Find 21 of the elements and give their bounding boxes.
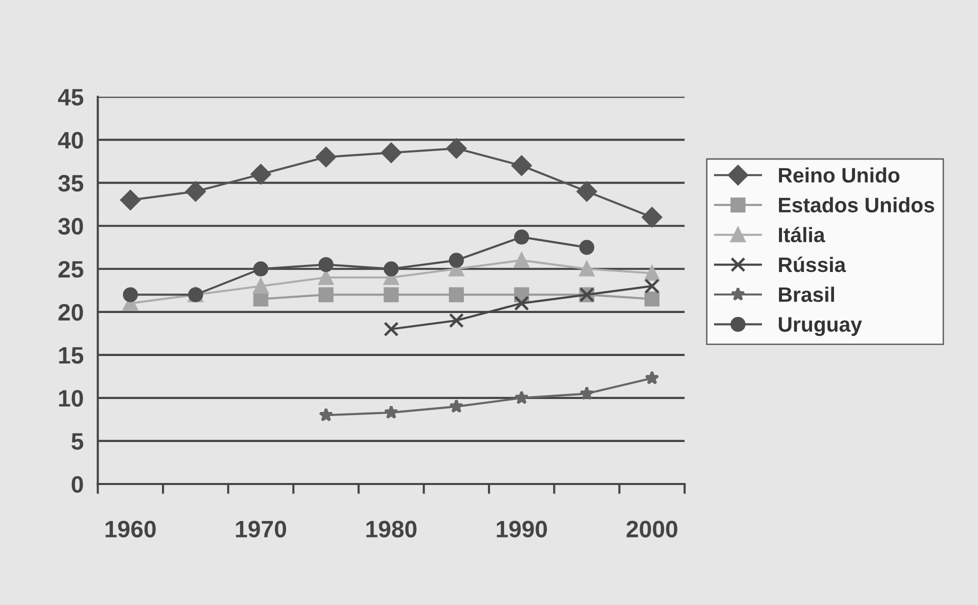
legend-label: Rússia [778, 256, 846, 272]
y-tick-label: 25 [58, 260, 84, 278]
y-tick-label: 30 [58, 218, 83, 235]
y-tick-label: 0 [72, 476, 83, 493]
x-tick-label: 1980 [366, 520, 416, 538]
legend-label: Estados Unidos [778, 197, 934, 212]
x-tick-label: 1960 [106, 520, 156, 538]
x-tick-label: 1990 [496, 520, 547, 538]
y-tick-label: 40 [58, 132, 83, 149]
y-tick-label: 15 [59, 347, 84, 364]
y-tick-label: 20 [58, 304, 83, 321]
y-tick-label: 35 [58, 174, 84, 192]
y-tick-label: 45 [58, 89, 84, 106]
legend-label: Brasil [778, 286, 834, 302]
x-tick-label: 2000 [626, 520, 678, 538]
x-tick-label: 1970 [236, 520, 286, 538]
legend-label: Uruguay [778, 317, 862, 336]
legend-label: Reino Unido [778, 167, 900, 183]
y-tick-label: 5 [72, 433, 84, 450]
y-tick-label: 10 [59, 390, 83, 407]
legend-label: Itália [778, 226, 826, 242]
